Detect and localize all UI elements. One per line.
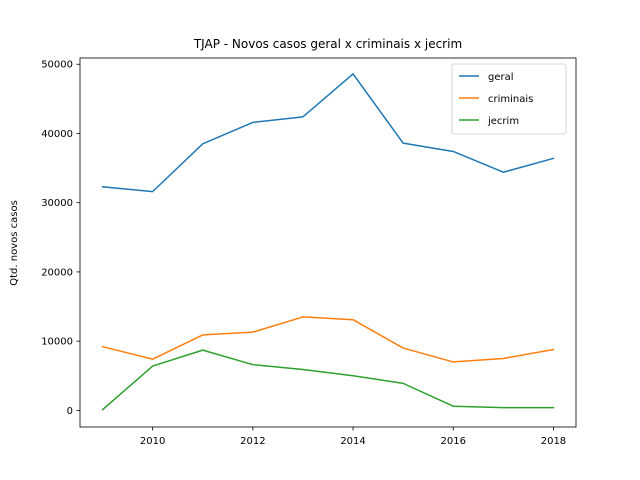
y-tick-label: 50000 (41, 60, 73, 71)
y-tick-label: 20000 (41, 267, 73, 278)
legend-label-criminais: criminais (488, 94, 533, 105)
series-line-criminais (101, 316, 555, 363)
y-tick-label: 30000 (41, 198, 73, 209)
x-tick-label: 2012 (240, 436, 265, 447)
plot-frame (79, 57, 577, 428)
x-tick-label: 2014 (340, 436, 365, 447)
y-axis-label: Qtd. novos casos (9, 200, 20, 286)
legend: geral criminais jecrim (451, 63, 567, 135)
x-tick-label: 2010 (140, 436, 165, 447)
y-tick-label: 10000 (41, 337, 73, 348)
y-axis: 0 10000 20000 30000 40000 50000 (41, 60, 80, 417)
series-lines (101, 73, 555, 411)
x-tick-label: 2016 (441, 436, 466, 447)
x-tick-label: 2018 (541, 436, 566, 447)
series-line-jecrim (101, 349, 555, 411)
series-line-geral (101, 73, 555, 193)
legend-box (451, 63, 567, 135)
chart-title: TJAP - Novos casos geral x criminais x j… (193, 37, 462, 51)
y-tick-label: 0 (67, 406, 73, 417)
legend-label-jecrim: jecrim (487, 116, 519, 127)
y-tick-label: 40000 (41, 129, 73, 140)
x-axis: 2010 2012 2014 2016 2018 (140, 427, 566, 447)
legend-label-geral: geral (488, 72, 514, 83)
